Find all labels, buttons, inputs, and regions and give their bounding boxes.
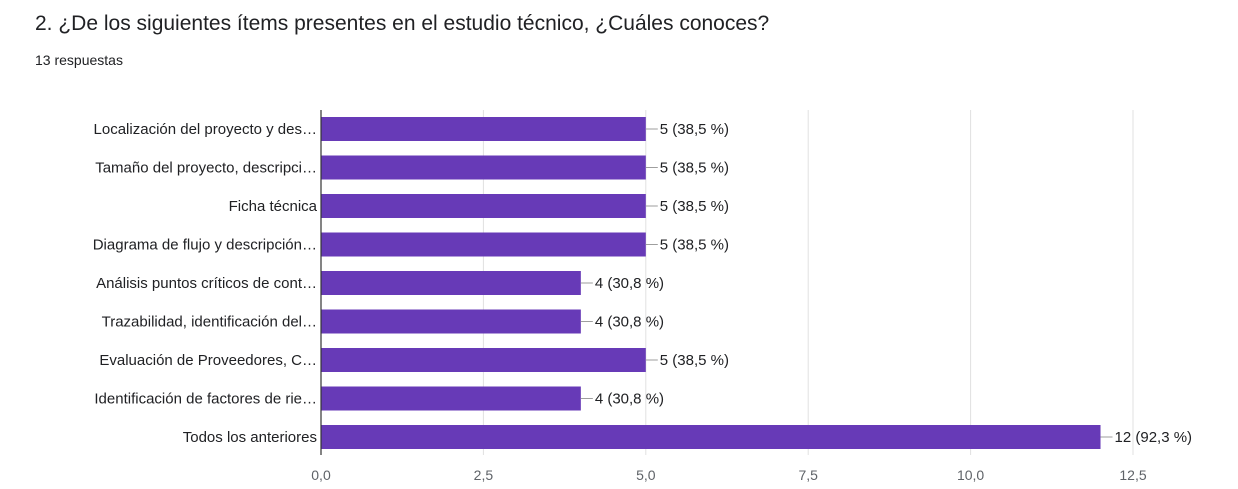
bar (321, 309, 581, 334)
x-tick-label: 0,0 (311, 467, 331, 483)
x-tick-label: 10,0 (957, 467, 984, 483)
bar (321, 386, 581, 411)
data-label: 5 (38,5 %) (660, 198, 729, 215)
category-label: Diagrama de flujo y descripción… (93, 237, 317, 254)
category-label: Localización del proyecto y des… (94, 121, 317, 138)
x-tick-label: 12,5 (1119, 467, 1146, 483)
category-label: Evaluación de Proveedores, C… (99, 352, 317, 369)
category-label: Tamaño del proyecto, descripci… (95, 160, 317, 177)
bar (321, 194, 646, 218)
data-label: 4 (30,8 %) (595, 275, 664, 292)
data-label: 5 (38,5 %) (660, 352, 729, 369)
data-label: 5 (38,5 %) (660, 121, 729, 138)
category-label: Análisis puntos críticos de cont… (96, 275, 317, 292)
x-tick-label: 7,5 (798, 467, 818, 483)
bar (321, 117, 646, 141)
category-label: Identificación de factores de rie… (94, 391, 317, 408)
x-tick-label: 2,5 (474, 467, 494, 483)
bar (321, 348, 646, 372)
x-tick-label: 5,0 (636, 467, 656, 483)
bar (321, 271, 581, 295)
data-label: 5 (38,5 %) (660, 160, 729, 177)
bar (321, 232, 646, 257)
question-title: 2. ¿De los siguientes ítems presentes en… (35, 12, 770, 35)
data-label: 12 (92,3 %) (1115, 429, 1193, 446)
data-label: 5 (38,5 %) (660, 237, 729, 254)
data-label: 4 (30,8 %) (595, 314, 664, 331)
category-label: Todos los anteriores (183, 429, 317, 446)
bar (321, 155, 646, 180)
category-label: Trazabilidad, identificación del… (102, 314, 317, 331)
bar (321, 425, 1101, 449)
data-label: 4 (30,8 %) (595, 391, 664, 408)
response-count: 13 respuestas (35, 52, 123, 68)
category-label: Ficha técnica (229, 198, 318, 215)
